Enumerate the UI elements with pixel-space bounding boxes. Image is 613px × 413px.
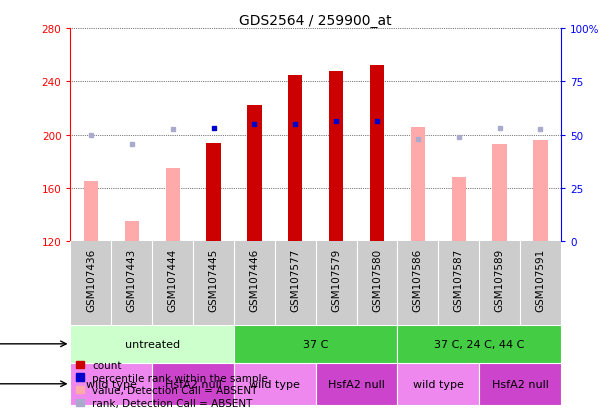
Bar — [479, 363, 561, 405]
Bar — [492, 145, 507, 242]
Text: GSM107577: GSM107577 — [291, 248, 300, 311]
Bar — [207, 143, 221, 242]
Legend: count, percentile rank within the sample, value, Detection Call = ABSENT, rank, : count, percentile rank within the sample… — [75, 360, 268, 408]
Text: GSM107591: GSM107591 — [536, 248, 546, 311]
Text: GSM107446: GSM107446 — [249, 248, 259, 311]
Bar — [70, 363, 152, 405]
Text: GSM107579: GSM107579 — [331, 248, 341, 311]
Bar — [397, 363, 479, 405]
Bar — [329, 71, 343, 242]
Text: HsfA2 null: HsfA2 null — [165, 379, 221, 389]
Bar — [316, 363, 397, 405]
Bar — [166, 169, 180, 242]
Text: HsfA2 null: HsfA2 null — [328, 379, 385, 389]
Text: GSM107436: GSM107436 — [86, 248, 96, 311]
Text: GSM107443: GSM107443 — [127, 248, 137, 311]
Text: wild type: wild type — [86, 379, 137, 389]
Bar — [234, 325, 397, 363]
Text: GSM107445: GSM107445 — [208, 248, 218, 311]
Text: wild type: wild type — [249, 379, 300, 389]
Bar — [234, 363, 316, 405]
Text: GSM107444: GSM107444 — [168, 248, 178, 311]
Bar — [152, 363, 234, 405]
Bar — [70, 325, 234, 363]
Bar — [411, 127, 425, 242]
Text: 37 C: 37 C — [303, 339, 329, 349]
Text: GSM107580: GSM107580 — [372, 248, 382, 311]
Bar — [84, 182, 98, 242]
Bar — [370, 66, 384, 242]
Bar — [397, 325, 561, 363]
Text: wild type: wild type — [413, 379, 463, 389]
Text: untreated: untreated — [124, 339, 180, 349]
Title: GDS2564 / 259900_at: GDS2564 / 259900_at — [240, 14, 392, 28]
Bar — [124, 221, 139, 242]
Text: GSM107587: GSM107587 — [454, 248, 463, 311]
Text: HsfA2 null: HsfA2 null — [492, 379, 549, 389]
Bar — [533, 140, 547, 242]
Text: 37 C, 24 C, 44 C: 37 C, 24 C, 44 C — [434, 339, 524, 349]
Text: GSM107586: GSM107586 — [413, 248, 423, 311]
Bar — [452, 178, 466, 242]
Text: GSM107589: GSM107589 — [495, 248, 504, 311]
Bar — [288, 76, 302, 242]
Bar — [247, 106, 262, 242]
